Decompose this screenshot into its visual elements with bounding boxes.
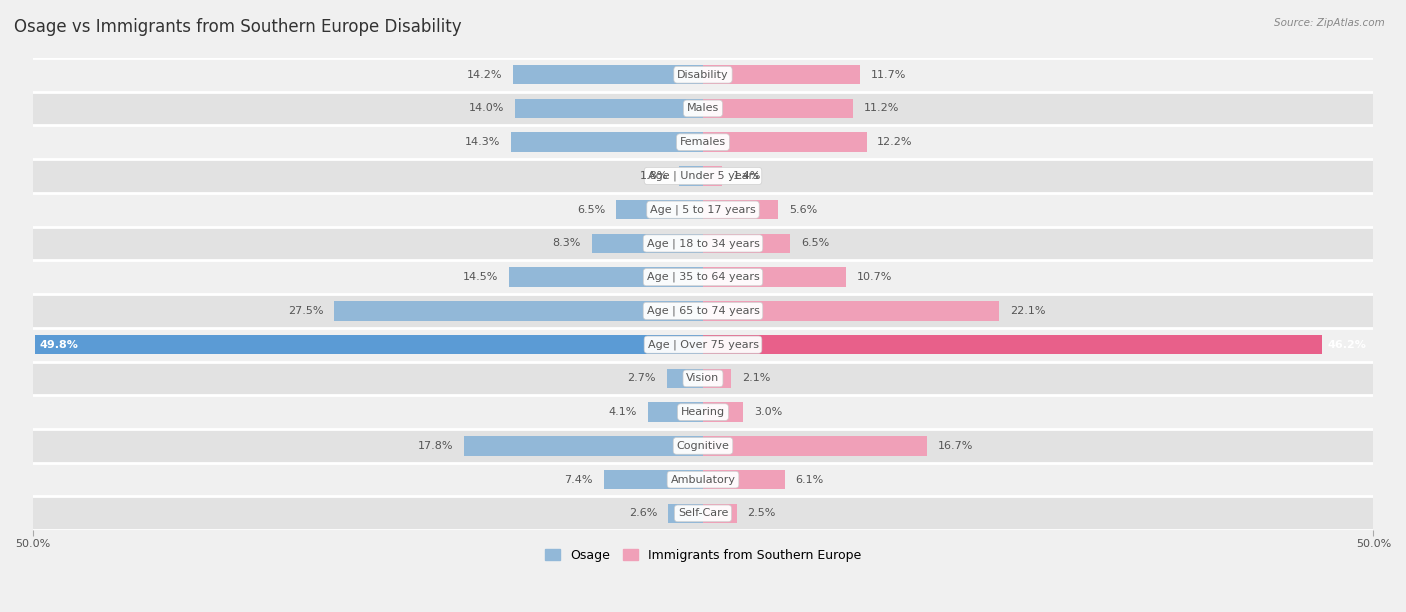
Bar [464, 436, 703, 456]
Text: 2.6%: 2.6% [628, 509, 658, 518]
Bar [32, 496, 1374, 530]
Text: 49.8%: 49.8% [39, 340, 79, 349]
Text: Disability: Disability [678, 70, 728, 80]
Text: Self-Care: Self-Care [678, 509, 728, 518]
Text: 2.1%: 2.1% [742, 373, 770, 383]
Bar [32, 395, 1374, 429]
Bar [513, 65, 703, 84]
Text: Age | Over 75 years: Age | Over 75 years [648, 340, 758, 350]
Bar [32, 226, 1374, 260]
Text: 3.0%: 3.0% [754, 407, 782, 417]
Bar [32, 125, 1374, 159]
Bar [32, 159, 1374, 193]
Text: 6.5%: 6.5% [576, 204, 605, 215]
Bar [35, 335, 703, 354]
Text: 8.3%: 8.3% [553, 239, 581, 248]
Bar [679, 166, 703, 185]
Text: 1.4%: 1.4% [733, 171, 761, 181]
Bar [648, 402, 703, 422]
Bar [668, 504, 703, 523]
Text: 2.5%: 2.5% [747, 509, 776, 518]
Bar [592, 234, 703, 253]
Bar [703, 65, 860, 84]
Bar [616, 200, 703, 220]
Bar [32, 58, 1374, 92]
Bar [666, 368, 703, 388]
Text: 1.8%: 1.8% [640, 171, 668, 181]
Text: 14.0%: 14.0% [470, 103, 505, 113]
Text: Source: ZipAtlas.com: Source: ZipAtlas.com [1274, 18, 1385, 28]
Text: Ambulatory: Ambulatory [671, 475, 735, 485]
Legend: Osage, Immigrants from Southern Europe: Osage, Immigrants from Southern Europe [540, 543, 866, 567]
Bar [32, 92, 1374, 125]
Text: Females: Females [681, 137, 725, 147]
Bar [32, 328, 1374, 362]
Bar [703, 234, 790, 253]
Text: 6.1%: 6.1% [796, 475, 824, 485]
Text: 27.5%: 27.5% [288, 306, 323, 316]
Text: 46.2%: 46.2% [1327, 340, 1367, 349]
Text: Age | Under 5 years: Age | Under 5 years [648, 171, 758, 181]
Bar [515, 99, 703, 118]
Text: Osage vs Immigrants from Southern Europe Disability: Osage vs Immigrants from Southern Europe… [14, 18, 461, 36]
Text: Cognitive: Cognitive [676, 441, 730, 451]
Bar [703, 301, 1000, 321]
Text: 4.1%: 4.1% [609, 407, 637, 417]
Text: 17.8%: 17.8% [418, 441, 454, 451]
Bar [703, 504, 737, 523]
Bar [703, 402, 744, 422]
Text: 5.6%: 5.6% [789, 204, 817, 215]
Text: 14.5%: 14.5% [463, 272, 498, 282]
Bar [703, 368, 731, 388]
Text: Age | 18 to 34 years: Age | 18 to 34 years [647, 238, 759, 248]
Text: 12.2%: 12.2% [877, 137, 912, 147]
Text: 11.2%: 11.2% [863, 103, 900, 113]
Text: Age | 65 to 74 years: Age | 65 to 74 years [647, 305, 759, 316]
Bar [603, 470, 703, 490]
Text: 10.7%: 10.7% [858, 272, 893, 282]
Text: 22.1%: 22.1% [1010, 306, 1046, 316]
Text: Age | 5 to 17 years: Age | 5 to 17 years [650, 204, 756, 215]
Text: Hearing: Hearing [681, 407, 725, 417]
Bar [703, 166, 721, 185]
Bar [703, 99, 853, 118]
Text: 6.5%: 6.5% [801, 239, 830, 248]
Bar [703, 132, 866, 152]
Bar [32, 463, 1374, 496]
Bar [512, 132, 703, 152]
Bar [703, 470, 785, 490]
Text: Males: Males [688, 103, 718, 113]
Text: 14.2%: 14.2% [467, 70, 502, 80]
Bar [703, 436, 927, 456]
Bar [32, 193, 1374, 226]
Bar [509, 267, 703, 287]
Text: Vision: Vision [686, 373, 720, 383]
Text: 7.4%: 7.4% [565, 475, 593, 485]
Bar [703, 200, 778, 220]
Bar [32, 260, 1374, 294]
Bar [335, 301, 703, 321]
Bar [32, 362, 1374, 395]
Text: 14.3%: 14.3% [465, 137, 501, 147]
Bar [703, 267, 846, 287]
Bar [703, 335, 1323, 354]
Bar [32, 294, 1374, 328]
Bar [32, 429, 1374, 463]
Text: 11.7%: 11.7% [870, 70, 905, 80]
Text: 2.7%: 2.7% [627, 373, 657, 383]
Text: 16.7%: 16.7% [938, 441, 973, 451]
Text: Age | 35 to 64 years: Age | 35 to 64 years [647, 272, 759, 282]
